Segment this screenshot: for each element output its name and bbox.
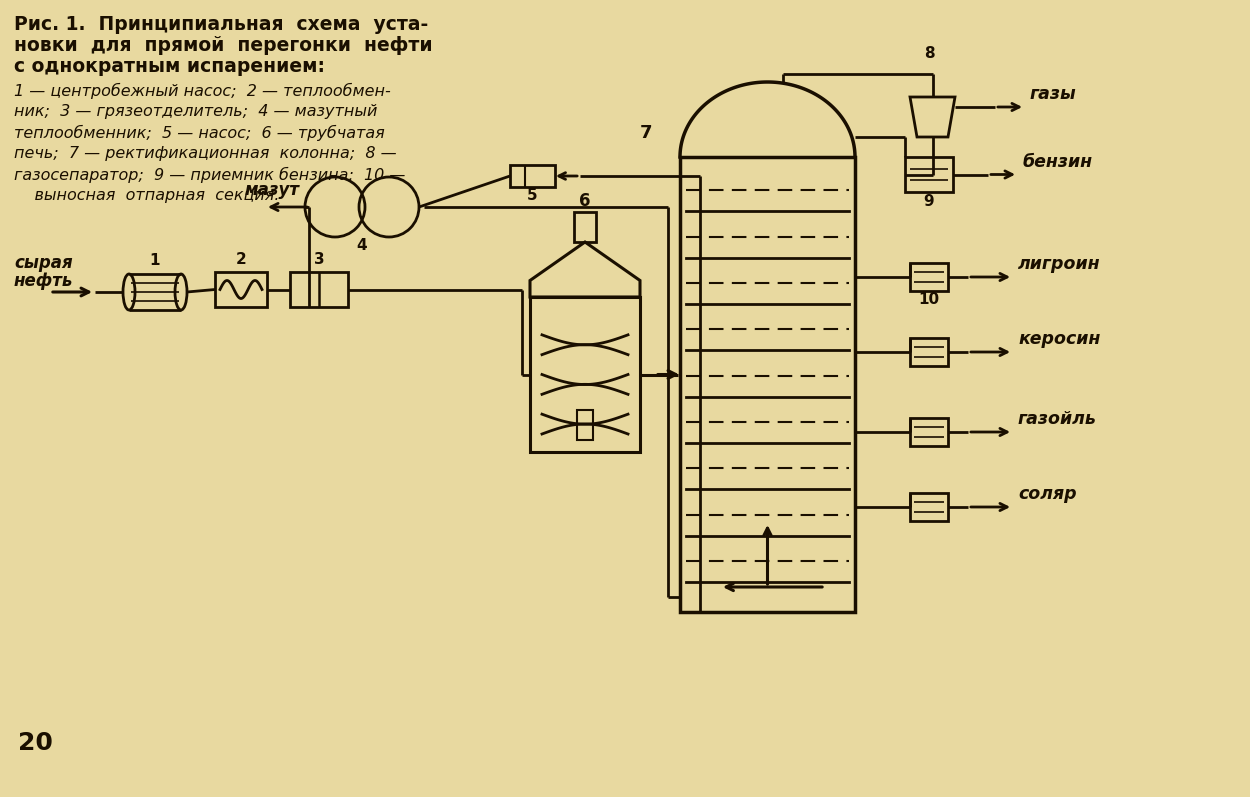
Text: 5: 5 — [528, 188, 538, 203]
Bar — [910, 418, 948, 446]
Bar — [215, 272, 268, 307]
Text: Рис. 1.  Принципиальная  схема  уста-: Рис. 1. Принципиальная схема уста- — [14, 15, 429, 34]
Text: соляр: соляр — [1017, 485, 1076, 503]
Text: ник;  3 — грязеотделитель;  4 — мазутный: ник; 3 — грязеотделитель; 4 — мазутный — [14, 104, 378, 119]
Text: бензин: бензин — [1022, 152, 1092, 171]
Text: 9: 9 — [924, 194, 934, 209]
Text: 4: 4 — [356, 238, 367, 253]
Text: нефть: нефть — [14, 272, 74, 290]
Bar — [290, 272, 348, 307]
Text: газосепаратор;  9 — приемник бензина;  10 —: газосепаратор; 9 — приемник бензина; 10 … — [14, 167, 405, 183]
Text: новки  для  прямой  перегонки  нефти: новки для прямой перегонки нефти — [14, 36, 432, 55]
Bar — [574, 212, 596, 242]
Text: мазут: мазут — [245, 181, 300, 199]
Bar — [530, 297, 640, 452]
Text: 1: 1 — [150, 253, 160, 268]
Bar — [510, 165, 555, 187]
Text: 2: 2 — [235, 252, 246, 267]
Bar — [905, 157, 952, 192]
Text: газы: газы — [1030, 85, 1076, 103]
Text: керосин: керосин — [1017, 330, 1100, 348]
Text: выносная  отпарная  секция.: выносная отпарная секция. — [14, 188, 280, 203]
Text: 8: 8 — [924, 46, 935, 61]
Bar — [910, 493, 948, 521]
Text: 3: 3 — [314, 252, 324, 267]
Text: сырая: сырая — [14, 254, 72, 272]
Text: газойль: газойль — [1017, 410, 1098, 428]
Bar — [578, 410, 592, 440]
Text: 6: 6 — [579, 192, 591, 210]
Bar — [910, 263, 948, 291]
Text: 7: 7 — [640, 124, 652, 142]
Text: 10: 10 — [919, 292, 940, 307]
Text: с однократным испарением:: с однократным испарением: — [14, 57, 325, 76]
Text: 1 — центробежный насос;  2 — теплообмен-: 1 — центробежный насос; 2 — теплообмен- — [14, 83, 391, 99]
Text: лигроин: лигроин — [1017, 255, 1101, 273]
Text: 20: 20 — [18, 731, 53, 755]
Text: печь;  7 — ректификационная  колонна;  8 —: печь; 7 — ректификационная колонна; 8 — — [14, 146, 396, 161]
Bar — [910, 338, 948, 366]
Bar — [680, 157, 855, 612]
Text: теплообменник;  5 — насос;  6 — трубчатая: теплообменник; 5 — насос; 6 — трубчатая — [14, 125, 385, 141]
